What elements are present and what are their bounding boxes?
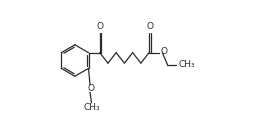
Text: O: O xyxy=(146,22,153,31)
Text: CH₃: CH₃ xyxy=(178,60,195,69)
Text: CH₃: CH₃ xyxy=(83,103,100,112)
Text: O: O xyxy=(161,47,168,56)
Text: O: O xyxy=(97,22,104,31)
Text: O: O xyxy=(88,84,95,93)
